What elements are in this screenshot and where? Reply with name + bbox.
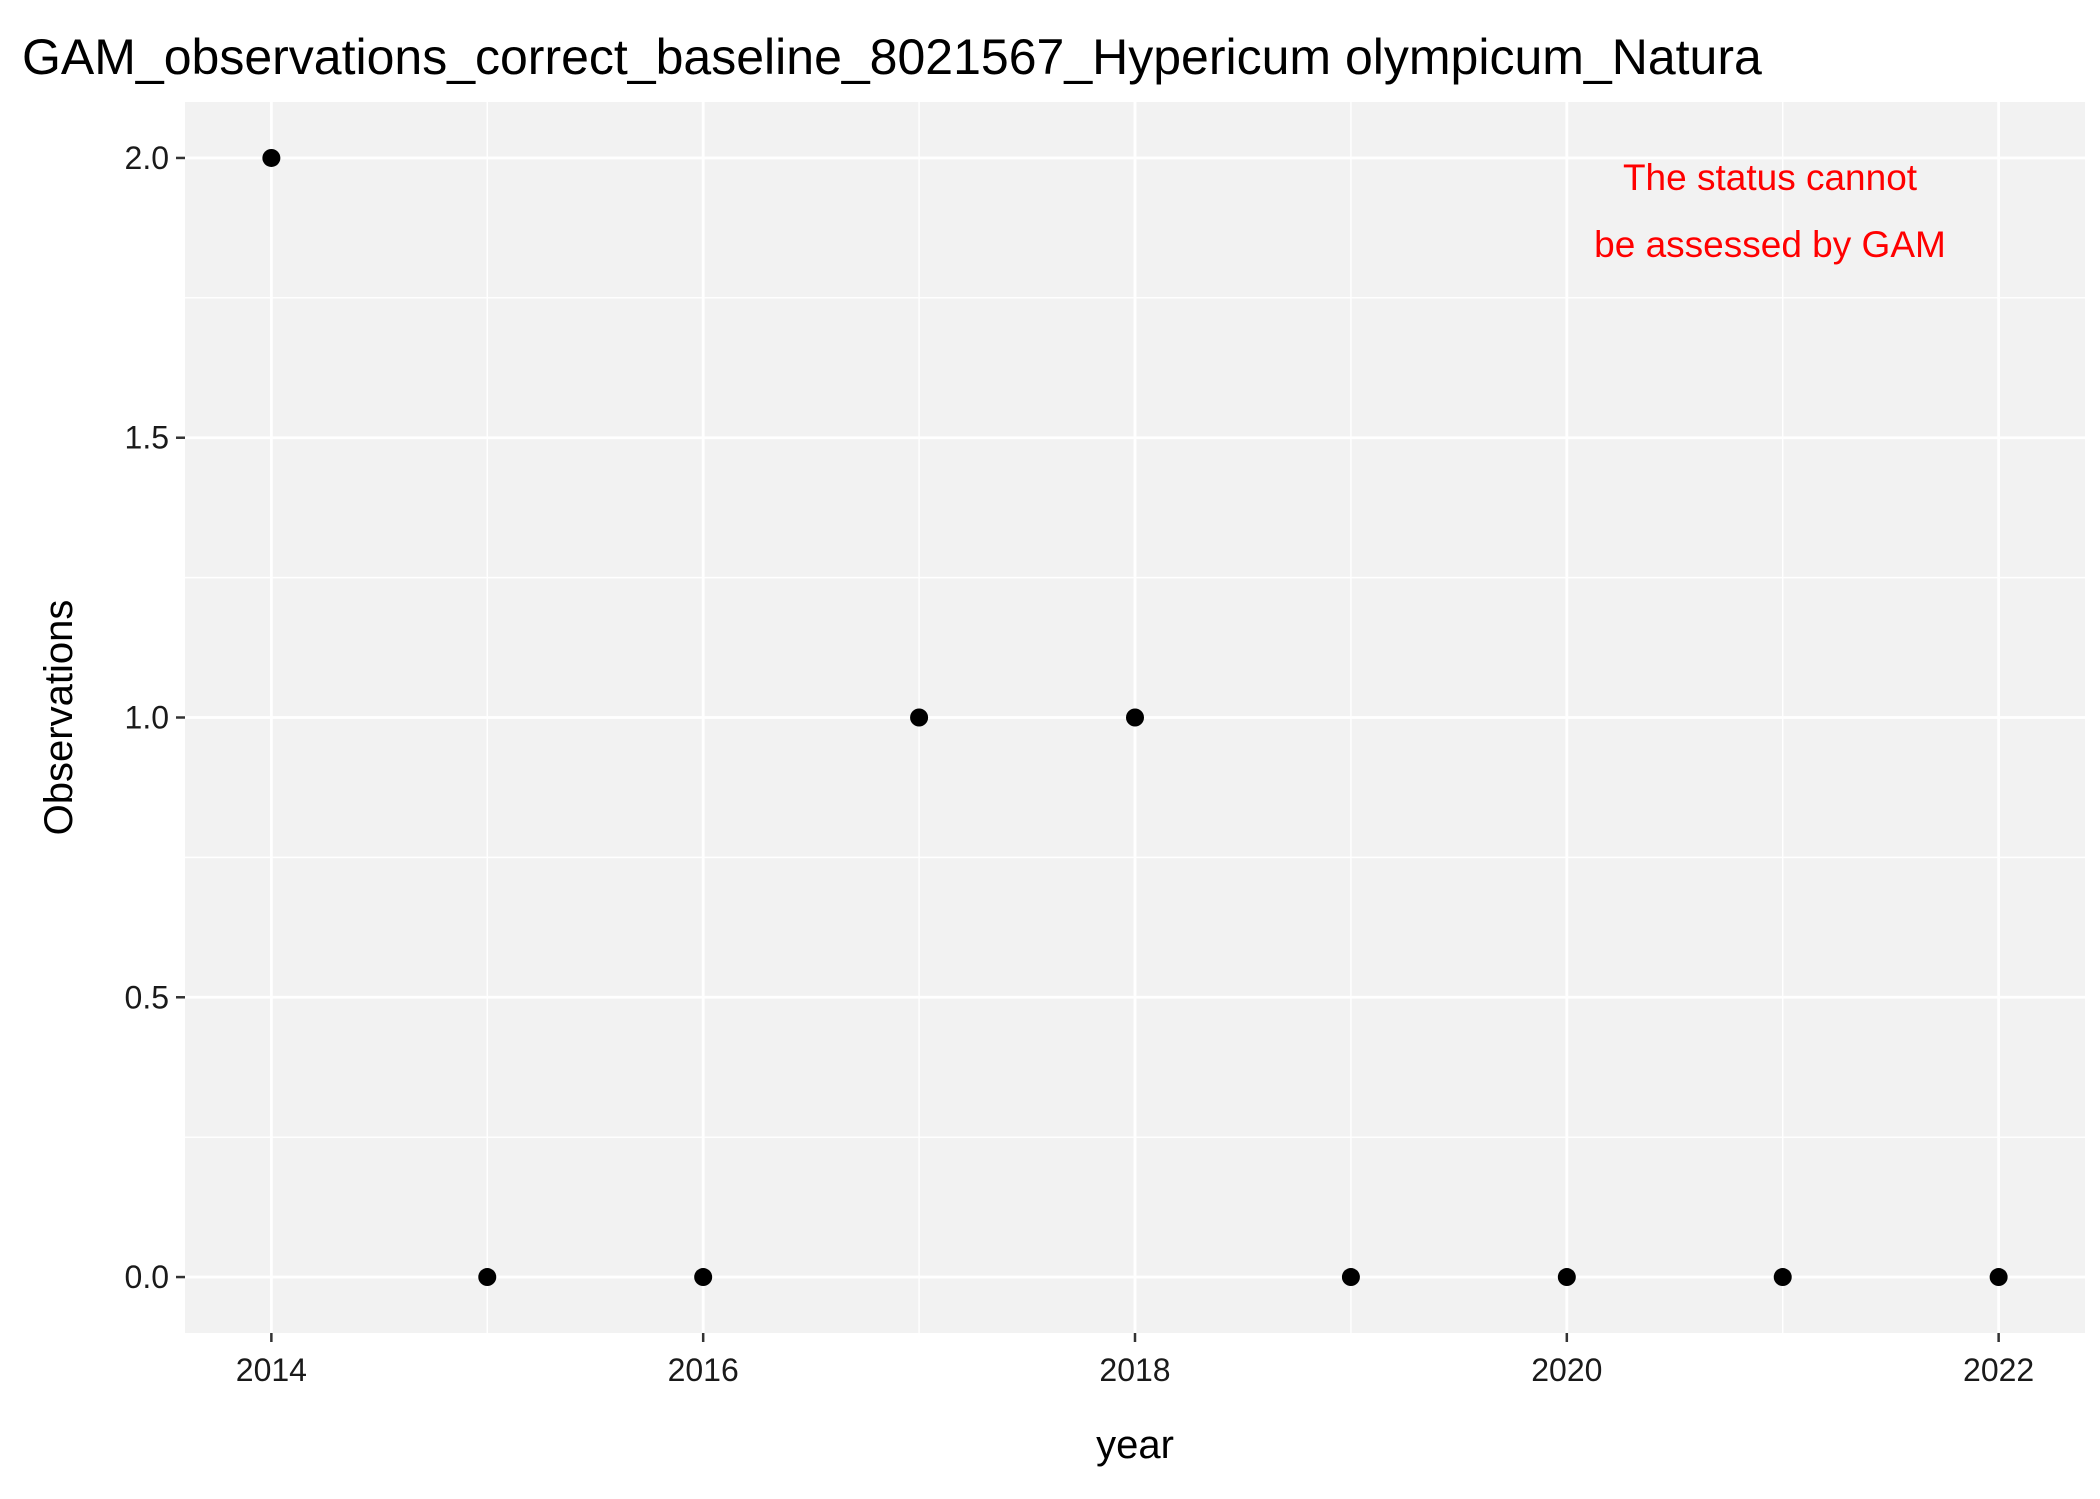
x-axis: 2014 2016 2018 2020 2022 <box>236 1333 2034 1388</box>
annotation-line-2: be assessed by GAM <box>1594 224 1946 265</box>
y-tick-label: 1.5 <box>125 420 169 456</box>
data-point <box>262 148 281 167</box>
data-point <box>478 1268 497 1287</box>
y-tick-label: 0.0 <box>125 1259 169 1295</box>
data-point <box>1773 1268 1792 1287</box>
data-points <box>262 148 2008 1287</box>
data-point <box>1126 708 1144 727</box>
chart-title: GAM_observations_correct_baseline_802156… <box>22 29 1762 85</box>
data-point <box>694 1268 713 1287</box>
status-annotation: The status cannot be assessed by GAM <box>1594 157 1946 265</box>
annotation-line-1: The status cannot <box>1623 157 1918 198</box>
data-point <box>910 708 929 727</box>
y-tick-label: 2.0 <box>125 140 169 176</box>
x-tick-label: 2020 <box>1531 1352 1602 1388</box>
x-tick-label: 2018 <box>1099 1352 1170 1388</box>
data-point <box>1557 1268 1576 1287</box>
data-point <box>1341 1268 1360 1287</box>
y-tick-label: 0.5 <box>125 979 169 1015</box>
y-axis: 0.0 0.5 1.0 1.5 2.0 <box>125 140 185 1295</box>
x-axis-title: year <box>1096 1423 1174 1467</box>
x-tick-label: 2014 <box>236 1352 307 1388</box>
data-point <box>1989 1268 2008 1287</box>
y-axis-title: Observations <box>37 600 81 836</box>
x-tick-label: 2022 <box>1963 1352 2034 1388</box>
x-tick-label: 2016 <box>668 1352 739 1388</box>
y-tick-label: 1.0 <box>125 700 169 736</box>
